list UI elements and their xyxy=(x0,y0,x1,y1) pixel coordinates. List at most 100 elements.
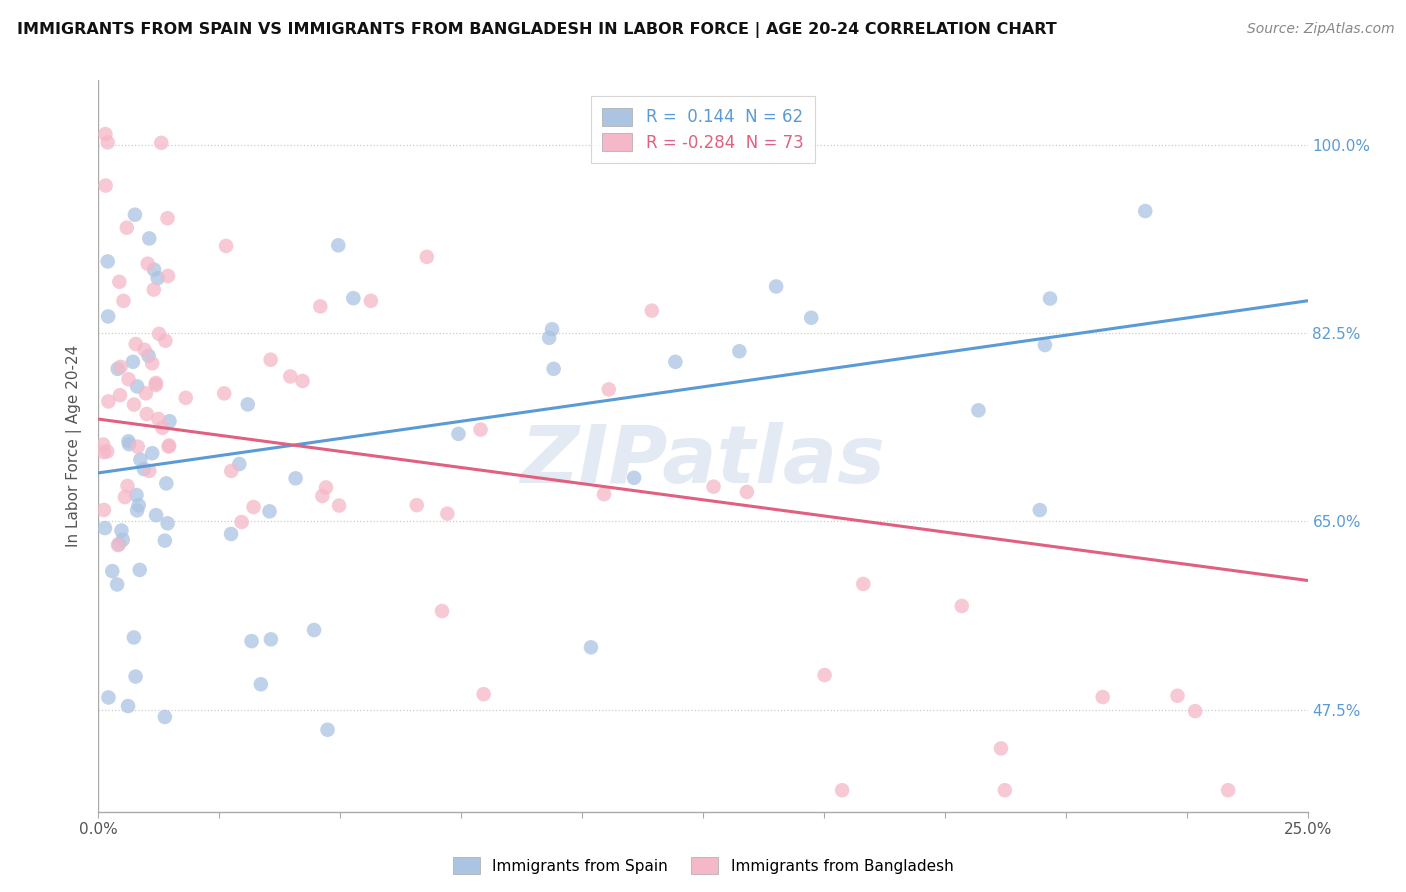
Point xyxy=(155,334,177,348)
Point xyxy=(152,421,174,435)
Point xyxy=(598,383,620,397)
Point xyxy=(117,434,139,449)
Point xyxy=(155,476,177,491)
Point xyxy=(1166,689,1188,703)
Point xyxy=(138,464,160,478)
Point xyxy=(122,355,145,369)
Point xyxy=(579,640,602,655)
Text: IMMIGRANTS FROM SPAIN VS IMMIGRANTS FROM BANGLADESH IN LABOR FORCE | AGE 20-24 C: IMMIGRANTS FROM SPAIN VS IMMIGRANTS FROM… xyxy=(17,22,1057,38)
Point xyxy=(136,257,159,271)
Point xyxy=(127,503,149,517)
Point xyxy=(765,279,787,293)
Text: Source: ZipAtlas.com: Source: ZipAtlas.com xyxy=(1247,22,1395,37)
Point xyxy=(405,498,427,512)
Point xyxy=(702,480,724,494)
Point xyxy=(242,500,264,514)
Point xyxy=(93,503,115,517)
Y-axis label: In Labor Force | Age 20-24: In Labor Force | Age 20-24 xyxy=(66,345,83,547)
Point xyxy=(212,386,235,401)
Point xyxy=(107,538,129,552)
Point xyxy=(852,577,875,591)
Point xyxy=(94,127,117,141)
Point xyxy=(447,426,470,441)
Point xyxy=(108,388,131,402)
Point xyxy=(108,275,131,289)
Point xyxy=(117,479,139,493)
Point xyxy=(538,331,561,345)
Point xyxy=(107,362,129,376)
Point xyxy=(260,632,283,647)
Point xyxy=(436,507,458,521)
Point xyxy=(231,515,253,529)
Point xyxy=(132,462,155,476)
Point xyxy=(122,398,145,412)
Point xyxy=(124,208,146,222)
Point xyxy=(236,397,259,411)
Point xyxy=(96,444,118,458)
Point xyxy=(110,524,132,538)
Point xyxy=(291,374,314,388)
Text: ZIPatlas: ZIPatlas xyxy=(520,422,886,500)
Point xyxy=(138,349,160,363)
Point xyxy=(101,564,124,578)
Point xyxy=(416,250,439,264)
Point xyxy=(1091,690,1114,704)
Point xyxy=(146,271,169,285)
Point xyxy=(142,283,165,297)
Point xyxy=(97,310,120,324)
Point xyxy=(831,783,853,797)
Point xyxy=(134,343,156,357)
Point xyxy=(1135,204,1157,219)
Point xyxy=(228,457,250,471)
Point xyxy=(97,254,120,268)
Point xyxy=(148,326,170,341)
Point xyxy=(138,231,160,245)
Point xyxy=(470,423,492,437)
Point xyxy=(360,293,382,308)
Point xyxy=(157,438,180,452)
Point xyxy=(1184,704,1206,718)
Point xyxy=(157,440,180,454)
Point xyxy=(141,356,163,370)
Point xyxy=(125,488,148,502)
Point xyxy=(219,527,242,541)
Point xyxy=(328,238,350,252)
Point xyxy=(145,508,167,522)
Point xyxy=(328,499,350,513)
Point xyxy=(91,437,114,451)
Point xyxy=(994,783,1017,797)
Point xyxy=(94,521,117,535)
Point xyxy=(135,407,157,421)
Point xyxy=(94,178,117,193)
Point xyxy=(97,690,120,705)
Point xyxy=(967,403,990,417)
Point xyxy=(174,391,197,405)
Point xyxy=(156,516,179,531)
Point xyxy=(111,533,134,547)
Point xyxy=(430,604,453,618)
Point xyxy=(141,446,163,460)
Point xyxy=(1029,503,1052,517)
Point xyxy=(159,414,181,428)
Point xyxy=(105,577,128,591)
Point xyxy=(259,504,281,518)
Point xyxy=(240,634,263,648)
Point xyxy=(260,352,283,367)
Point xyxy=(156,211,179,226)
Point xyxy=(97,136,120,150)
Point xyxy=(153,710,176,724)
Point xyxy=(623,471,645,485)
Point xyxy=(309,300,332,314)
Point xyxy=(813,668,835,682)
Point xyxy=(1216,783,1239,797)
Point xyxy=(342,291,364,305)
Point xyxy=(122,631,145,645)
Point xyxy=(250,677,273,691)
Point xyxy=(219,464,242,478)
Point xyxy=(593,487,616,501)
Point xyxy=(302,623,325,637)
Point xyxy=(135,386,157,401)
Point xyxy=(990,741,1012,756)
Point xyxy=(1033,338,1056,352)
Point xyxy=(117,372,139,386)
